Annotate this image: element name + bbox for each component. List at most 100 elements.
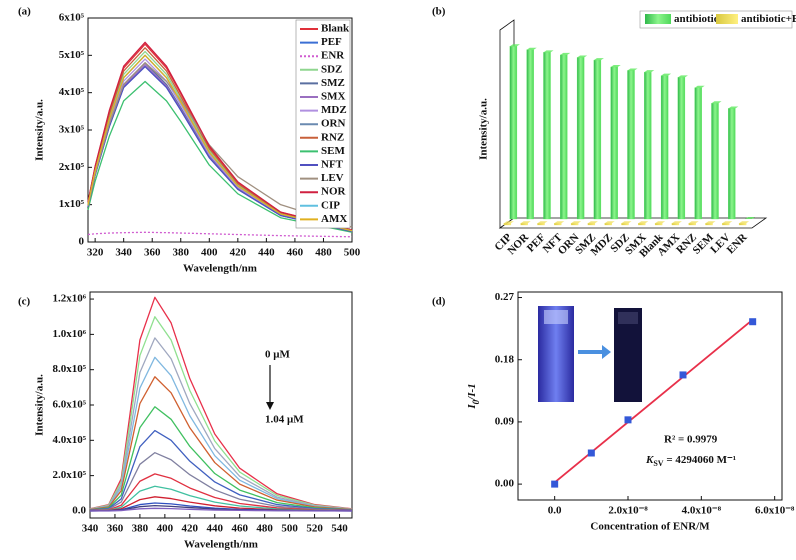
- legend-label: SDZ: [321, 63, 342, 75]
- bar-top: [638, 221, 649, 224]
- line: [87, 62, 353, 228]
- line: [89, 452, 353, 512]
- bar-top: [644, 70, 655, 73]
- cuvette-cap: [618, 312, 638, 324]
- x-tick-label: 380: [173, 247, 190, 259]
- bar-top: [610, 65, 621, 67]
- line: [89, 429, 353, 511]
- point: [624, 416, 632, 424]
- bar: [587, 223, 596, 226]
- y-tick-label: 4x10⁵: [59, 86, 85, 98]
- x-axis-label: Wavelength/nm: [184, 539, 258, 551]
- bar-top: [520, 221, 531, 224]
- bar: [576, 57, 585, 220]
- line: [87, 80, 353, 233]
- bar-top: [728, 106, 739, 109]
- point: [587, 449, 595, 457]
- legend-label: SMZ: [321, 77, 345, 89]
- panel-label: (a): [18, 6, 31, 18]
- bar-top: [655, 221, 666, 224]
- x-tick-label: 540: [331, 523, 348, 535]
- x-tick-label: 480: [315, 247, 332, 259]
- line: [87, 41, 353, 231]
- bar: [660, 75, 669, 220]
- line: [89, 316, 353, 510]
- bar: [543, 52, 551, 220]
- y-axis-label: Intensity/a.u.: [478, 98, 490, 160]
- x-axis-label: Wavelength/nm: [183, 263, 257, 275]
- bar-top: [739, 221, 750, 224]
- bar: [677, 77, 686, 220]
- bar: [604, 223, 612, 226]
- bar: [728, 108, 736, 220]
- bar-top: [627, 68, 638, 71]
- x-tick-label: 6.0x10⁻⁸: [755, 505, 795, 517]
- y-axis-label: Intensity/a.u.: [34, 99, 46, 161]
- bar: [560, 54, 568, 220]
- bar-top: [694, 85, 705, 88]
- annotation: 1.04 μM: [265, 414, 304, 426]
- line: [87, 231, 353, 238]
- bar-top: [688, 221, 699, 224]
- legend-label: antibiotic: [674, 13, 719, 25]
- bar-top: [537, 221, 548, 224]
- y-tick-label: 5x10⁵: [59, 49, 85, 61]
- y-tick-label: 0.27: [495, 291, 515, 303]
- x-tick-label: 380: [132, 523, 149, 535]
- point: [679, 371, 687, 379]
- x-tick-label: 4.0x10⁻⁸: [682, 505, 722, 517]
- panel-label: (c): [18, 296, 31, 308]
- legend-label: Blank: [321, 23, 350, 35]
- annotation-part: = 4294060 M⁻¹: [664, 454, 737, 466]
- y-tick-label: 6x10⁵: [59, 12, 85, 24]
- bar-top: [722, 221, 733, 224]
- bar-top: [543, 50, 554, 53]
- bar: [537, 223, 545, 226]
- bar: [554, 223, 562, 226]
- legend-label: SEM: [321, 145, 345, 157]
- legend-label: LEV: [321, 172, 344, 184]
- y-tick-label: 8.0x10⁵: [52, 363, 86, 375]
- legend-label: RNZ: [321, 131, 344, 143]
- x-tick-label: 400: [201, 247, 218, 259]
- plot-frame: [89, 291, 353, 519]
- y-tick-label: 1x10⁵: [59, 198, 85, 210]
- bar: [627, 70, 635, 220]
- bar-top: [593, 58, 604, 61]
- bar: [711, 103, 719, 220]
- cuvette-cap: [544, 310, 568, 324]
- bar-top: [526, 47, 537, 50]
- x-tick-label: 2.0x10⁻⁸: [608, 505, 648, 517]
- line: [87, 47, 353, 232]
- bar-top: [661, 73, 672, 76]
- y-tick-label: 0.00: [495, 478, 515, 490]
- fit-line: [554, 318, 754, 484]
- bar: [654, 223, 663, 226]
- bar: [509, 46, 518, 220]
- bar-top: [503, 221, 514, 224]
- x-tick-label: 400: [157, 523, 174, 535]
- x-tick-label: 460: [287, 247, 304, 259]
- legend-swatch: [645, 14, 671, 24]
- bar-top: [671, 221, 682, 224]
- bar: [593, 59, 602, 220]
- y-axis-label: Intensity/a.u.: [34, 374, 46, 436]
- x-tick-label: ENR: [725, 231, 751, 257]
- bar: [738, 223, 747, 226]
- legend-label: antibiotic+ENR: [741, 13, 796, 25]
- line: [89, 473, 353, 512]
- x-tick-label: 0.0: [548, 505, 562, 517]
- y-tick-label: 6.0x10⁵: [52, 399, 86, 411]
- annotation: KSV = 4294060 M⁻¹: [645, 454, 736, 469]
- bar-top: [745, 217, 756, 219]
- bar-top: [554, 221, 565, 224]
- x-tick-label: 420: [182, 523, 199, 535]
- x-tick-label: 520: [306, 523, 323, 535]
- bar-top: [711, 101, 722, 104]
- y-axis-label: I0/I-1: [466, 383, 482, 409]
- bar-top: [587, 221, 598, 224]
- inset-arrow: [578, 345, 611, 359]
- y-tick-label: 4.0x10⁵: [52, 434, 86, 446]
